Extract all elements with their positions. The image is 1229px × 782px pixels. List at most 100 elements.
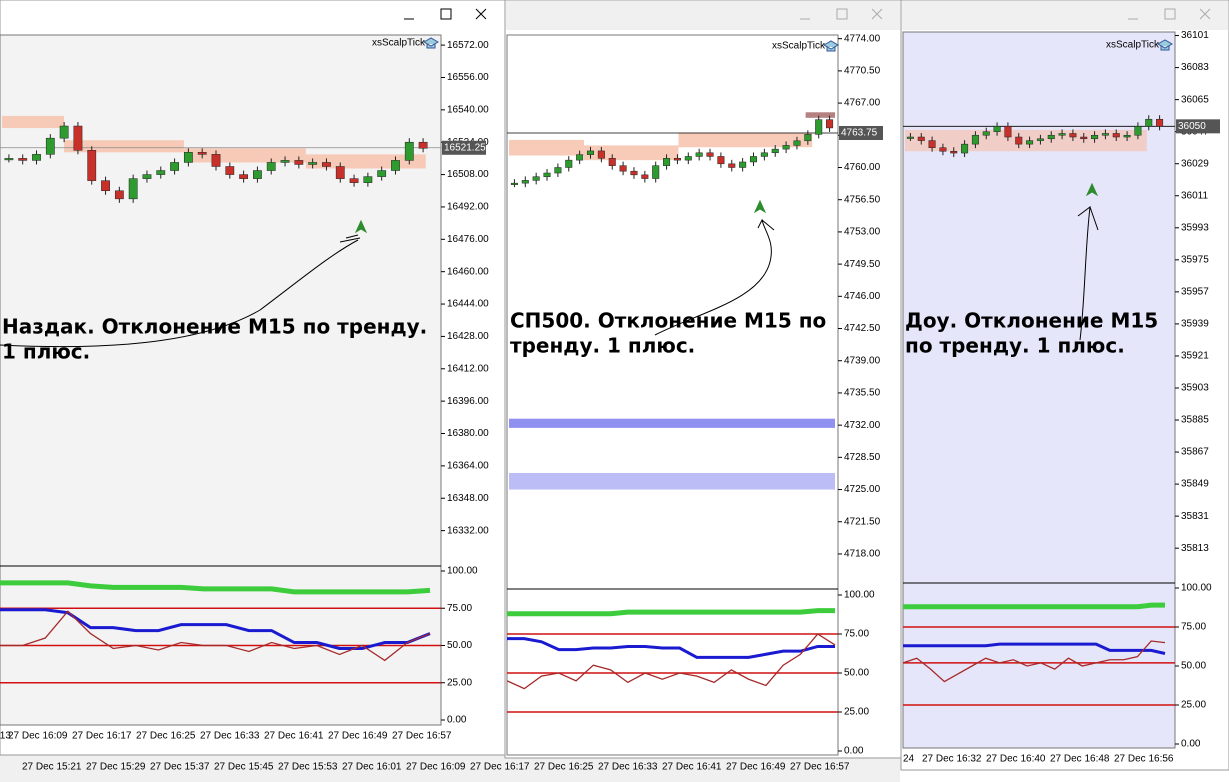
y-tick-label: 36083 bbox=[1181, 62, 1209, 73]
time-label: 27 Dec 16:25 bbox=[534, 762, 594, 773]
time-label: 27 Dec 16:25 bbox=[136, 731, 196, 742]
price-axis bbox=[1176, 32, 1227, 748]
annotation: Наздак. Отклонение М15 по тренду. bbox=[2, 315, 427, 339]
y-tick-label: 16540.00 bbox=[447, 104, 489, 115]
y-tick-label: 4756.50 bbox=[844, 194, 881, 205]
candle-body bbox=[1101, 133, 1109, 136]
y-tick-label: 4739.00 bbox=[844, 355, 881, 366]
close-button[interactable] bbox=[871, 8, 883, 20]
candle-body bbox=[597, 150, 605, 159]
time-label: 27 Dec 16:57 bbox=[392, 731, 452, 742]
chart-area bbox=[0, 34, 442, 726]
candle-body bbox=[1069, 133, 1077, 138]
y-tick-label: 35957 bbox=[1181, 287, 1209, 298]
zone bbox=[583, 145, 679, 161]
candle-body bbox=[804, 134, 812, 142]
y-tick-label: 35993 bbox=[1181, 222, 1209, 233]
y-tick-label: 16396.00 bbox=[447, 396, 489, 407]
candle-body bbox=[294, 160, 304, 165]
y-tick-label: 36029 bbox=[1181, 158, 1209, 169]
osc-tick-label: 100.00 bbox=[844, 590, 875, 601]
osc-tick-label: 0.00 bbox=[844, 746, 864, 757]
maximize-button[interactable] bbox=[1164, 8, 1176, 20]
indicator-name: xsScalpTick bbox=[772, 41, 826, 52]
osc-tick-label: 75.00 bbox=[1181, 622, 1206, 633]
candle-body bbox=[87, 150, 97, 181]
candle-body bbox=[684, 156, 692, 161]
close-button[interactable] bbox=[475, 8, 487, 20]
candle-body bbox=[695, 152, 703, 157]
y-tick-label: 16572.00 bbox=[447, 40, 489, 51]
hand-arrow bbox=[1077, 205, 1099, 341]
indicator-name: xsScalpTick bbox=[372, 38, 426, 49]
time-label: 27 Dec 16:09 bbox=[8, 731, 68, 742]
candle-body bbox=[114, 190, 124, 200]
maximize-button[interactable] bbox=[836, 8, 848, 20]
candle-body bbox=[749, 156, 758, 163]
hand-arrow bbox=[0, 234, 361, 348]
osc-tick-label: 100.00 bbox=[1181, 583, 1212, 594]
osc-line bbox=[902, 640, 1166, 683]
candle-body bbox=[1145, 118, 1153, 127]
candle-body bbox=[982, 131, 990, 136]
hand-arrow bbox=[654, 218, 775, 336]
y-tick-label: 35867 bbox=[1181, 447, 1209, 458]
candle-body bbox=[532, 176, 540, 181]
candle-body bbox=[510, 182, 518, 185]
signal-arrow bbox=[1085, 182, 1099, 197]
y-tick-label: 4735.50 bbox=[844, 388, 881, 399]
time-label: 27 Dec 15:45 bbox=[214, 762, 274, 773]
y-tick-label: 35903 bbox=[1181, 383, 1209, 394]
candle-body bbox=[391, 160, 400, 171]
candle-body bbox=[793, 140, 801, 146]
chart-window: 4774.004770.504767.004763.504760.004756.… bbox=[504, 0, 902, 759]
candle-body bbox=[183, 152, 193, 163]
osc-line bbox=[507, 637, 835, 659]
candle-body bbox=[928, 140, 936, 148]
candle-body bbox=[728, 163, 736, 168]
y-tick-label: 4742.50 bbox=[844, 323, 881, 334]
osc-tick-label: 75.00 bbox=[447, 603, 472, 614]
hand-drawing bbox=[0, 182, 1099, 348]
candle-body bbox=[586, 150, 595, 155]
price-label: 36050 bbox=[1178, 121, 1206, 132]
candle-body bbox=[961, 143, 969, 154]
time-label: 24 bbox=[903, 754, 915, 765]
close-button[interactable] bbox=[1199, 8, 1211, 20]
title-bar bbox=[902, 1, 1228, 30]
y-tick-label: 16364.00 bbox=[447, 461, 489, 472]
osc-tick-label: 75.00 bbox=[844, 629, 869, 640]
candle-body bbox=[308, 162, 318, 165]
candle-body bbox=[239, 174, 249, 179]
osc-line bbox=[506, 633, 836, 690]
y-tick-label: 4770.50 bbox=[844, 66, 881, 77]
y-tick-label: 4753.00 bbox=[844, 227, 881, 238]
time-label: 27 Dec 16:40 bbox=[986, 754, 1046, 765]
time-label: 27 Dec 16:49 bbox=[726, 762, 786, 773]
osc-line bbox=[903, 602, 1165, 610]
candle-body bbox=[565, 159, 573, 168]
y-tick-label: 16348.00 bbox=[447, 493, 489, 504]
candle-body bbox=[706, 152, 714, 157]
candle-body bbox=[630, 170, 638, 176]
indicator-icon bbox=[1156, 39, 1174, 51]
y-tick-label: 35849 bbox=[1181, 479, 1209, 490]
time-label: 27 Dec 16:57 bbox=[790, 762, 850, 773]
candle-body bbox=[211, 154, 221, 167]
y-tick-label: 16508.00 bbox=[447, 169, 489, 180]
candle-body bbox=[225, 166, 235, 175]
candle-body bbox=[363, 176, 373, 183]
candle-body bbox=[73, 125, 83, 151]
candle-body bbox=[32, 154, 41, 161]
candle-body bbox=[101, 180, 110, 192]
candle-body bbox=[197, 152, 207, 155]
zone bbox=[678, 132, 813, 148]
candle-body bbox=[156, 170, 166, 175]
candle-body bbox=[782, 145, 790, 150]
candle-body bbox=[1091, 134, 1099, 140]
maximize-button[interactable] bbox=[440, 8, 452, 20]
time-label: 27 Dec 16:48 bbox=[1050, 754, 1110, 765]
candle-body bbox=[335, 166, 345, 179]
y-tick-label: 16412.00 bbox=[447, 363, 489, 374]
y-tick-label: 36101 bbox=[1181, 30, 1209, 41]
